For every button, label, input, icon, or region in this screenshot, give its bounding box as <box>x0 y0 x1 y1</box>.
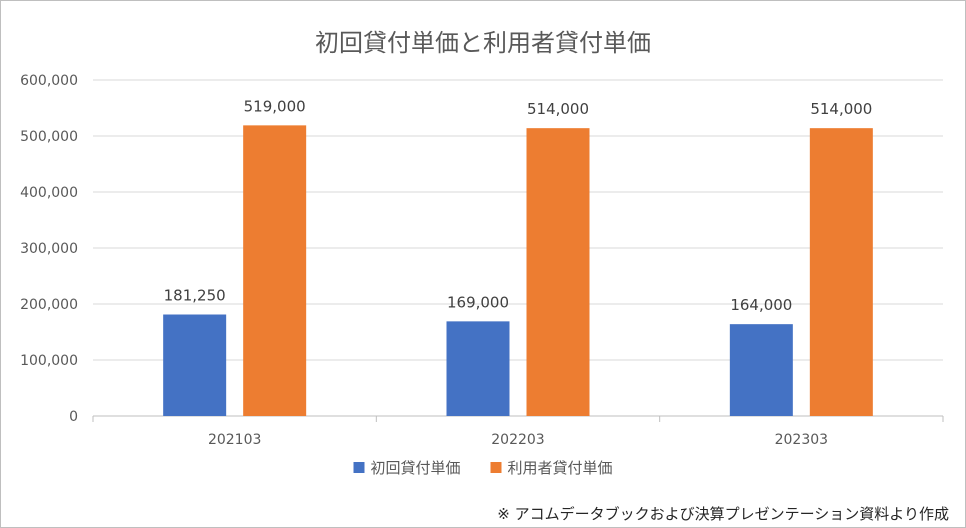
y-tick-label: 500,000 <box>20 129 78 145</box>
bar-user-202303 <box>809 128 873 416</box>
y-tick-label: 600,000 <box>20 73 78 89</box>
data-label: 514,000 <box>527 100 589 118</box>
bar-initial-202203 <box>446 321 510 416</box>
bars <box>163 125 873 417</box>
data-label: 519,000 <box>244 97 306 115</box>
footnote: ※ アコムデータブックおよび決算プレゼンテーション資料より作成 <box>497 505 949 523</box>
x-tick-label: 202303 <box>775 432 828 448</box>
data-label: 514,000 <box>810 100 872 118</box>
y-tick-label: 300,000 <box>20 241 78 257</box>
data-label: 169,000 <box>447 293 509 311</box>
y-tick-label: 100,000 <box>20 353 78 369</box>
legend-label: 利用者貸付単価 <box>508 459 613 477</box>
legend-swatch-initial <box>353 462 365 473</box>
legend-label: 初回貸付単価 <box>371 459 461 477</box>
y-axis-ticks: 0 100,000 200,000 300,000 400,000 500,000 600,… <box>20 73 78 425</box>
y-tick-label: 0 <box>69 409 78 425</box>
chart-title: 初回貸付単価と利用者貸付単価 <box>315 29 651 57</box>
bar-initial-202303 <box>729 324 793 416</box>
y-tick-label: 400,000 <box>20 185 78 201</box>
bar-initial-202103 <box>163 314 227 416</box>
bar-user-202103 <box>243 125 307 417</box>
gridlines <box>92 79 944 422</box>
data-labels: 181,250 519,000 169,000 514,000 164,000 514,0… <box>164 97 873 314</box>
bar-user-202203 <box>526 128 590 416</box>
legend-swatch-user <box>490 462 502 473</box>
legend: 初回貸付単価 利用者貸付単価 <box>353 459 613 477</box>
x-tick-label: 202103 <box>208 432 261 448</box>
data-label: 164,000 <box>730 296 792 314</box>
y-tick-label: 200,000 <box>20 297 78 313</box>
x-tick-label: 202203 <box>491 432 544 448</box>
x-axis-ticks: 202103 202203 202303 <box>208 432 828 448</box>
data-label: 181,250 <box>164 287 226 305</box>
